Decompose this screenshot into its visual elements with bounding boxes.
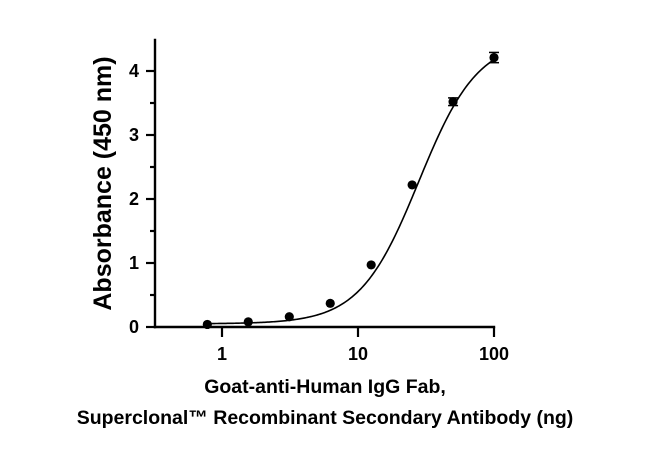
x-tick-label: 1 — [217, 344, 227, 364]
y-tick-label: 0 — [129, 317, 139, 337]
y-tick-label: 1 — [129, 253, 139, 273]
x-tick-label: 100 — [479, 344, 509, 364]
data-point — [407, 180, 417, 190]
data-point — [448, 97, 458, 107]
fit-curve — [207, 59, 495, 325]
data-point — [284, 312, 294, 322]
y-axis-title: Absorbance (450 nm) — [89, 56, 117, 310]
data-points — [202, 51, 499, 330]
data-point — [243, 317, 253, 327]
x-tick-label: 10 — [348, 344, 368, 364]
x-axis-title-line: Superclonal™ Recombinant Secondary Antib… — [77, 407, 574, 429]
x-axis-title-line: Goat-anti-Human IgG Fab, — [204, 376, 446, 398]
y-tick-label: 4 — [129, 61, 139, 81]
data-point — [489, 52, 499, 63]
axes — [146, 38, 496, 337]
data-point — [366, 260, 376, 270]
data-point — [325, 298, 335, 308]
fit-curve-layer — [207, 59, 495, 325]
y-tick-label: 2 — [129, 189, 139, 209]
y-tick-label: 3 — [129, 125, 139, 145]
axis-labels: 0 1 2 3 4 1 10 100 Absorbance (450 nm) Goat-anti-… — [77, 56, 574, 429]
data-point — [202, 319, 212, 330]
